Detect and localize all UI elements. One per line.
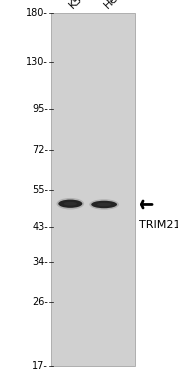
Text: TRIM21: TRIM21 — [139, 220, 178, 230]
Text: 95-: 95- — [32, 104, 48, 114]
Text: 43-: 43- — [32, 222, 48, 232]
Text: Hela: Hela — [102, 0, 127, 10]
Text: 72-: 72- — [32, 145, 48, 155]
Text: K562: K562 — [67, 0, 94, 10]
Ellipse shape — [64, 202, 77, 206]
Ellipse shape — [97, 203, 111, 206]
Text: 26-: 26- — [32, 297, 48, 307]
Text: 130-: 130- — [26, 57, 48, 67]
Ellipse shape — [58, 200, 82, 208]
Bar — [51, 13, 135, 366]
Ellipse shape — [89, 199, 119, 210]
Ellipse shape — [56, 198, 84, 210]
Text: 34-: 34- — [32, 257, 48, 267]
Text: 17-: 17- — [32, 361, 48, 370]
Text: 55-: 55- — [32, 185, 48, 195]
Text: 180-: 180- — [26, 8, 48, 18]
Ellipse shape — [91, 201, 117, 208]
